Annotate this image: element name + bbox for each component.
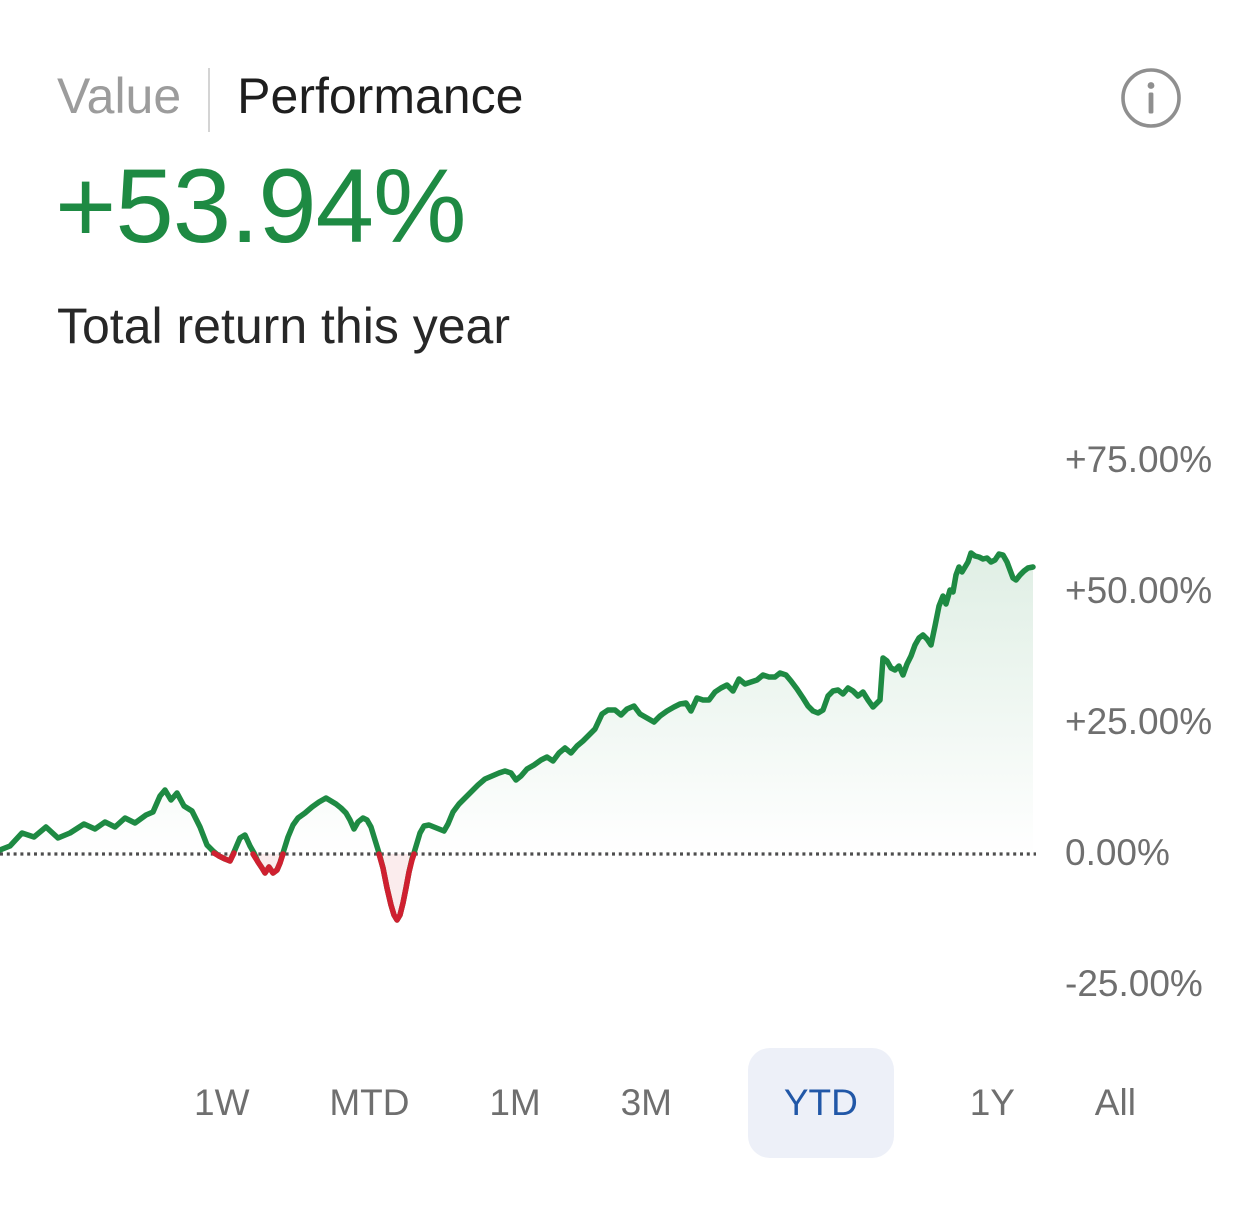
view-toggle: Value Performance (57, 68, 523, 132)
total-return-caption: Total return this year (57, 298, 510, 354)
negative-area-fill (379, 854, 414, 920)
period-tab-1y[interactable]: 1Y (969, 1081, 1015, 1123)
y-axis-label: 0.00% (1065, 832, 1170, 873)
period-tab-mtd[interactable]: MTD (329, 1081, 410, 1123)
performance-chart[interactable] (0, 420, 1240, 1020)
info-button[interactable] (1120, 67, 1182, 129)
return-line-negative (376, 851, 417, 923)
header-divider (208, 68, 211, 132)
y-axis-label: +75.00% (1065, 439, 1213, 480)
period-tab-bar: 1W MTD 1M 3M YTD 1Y All (0, 1043, 1240, 1162)
total-return-value: +53.94% (55, 148, 466, 265)
area-fill (0, 553, 1033, 920)
period-tab-3m[interactable]: 3M (620, 1081, 672, 1123)
info-icon (1121, 68, 1181, 128)
y-axis-label: +50.00% (1065, 570, 1213, 611)
return-line-negative (250, 851, 286, 876)
view-tab-performance[interactable]: Performance (237, 68, 524, 124)
y-axis-label: -25.00% (1065, 963, 1203, 1004)
period-tab-1m[interactable]: 1M (489, 1081, 541, 1123)
period-tab-all[interactable]: All (1094, 1081, 1136, 1123)
period-tab-ytd[interactable]: YTD (747, 1047, 894, 1158)
return-line-negative (211, 850, 237, 864)
y-axis-label: +25.00% (1065, 701, 1213, 742)
period-tab-1w[interactable]: 1W (194, 1081, 250, 1123)
view-tab-value[interactable]: Value (57, 68, 182, 124)
